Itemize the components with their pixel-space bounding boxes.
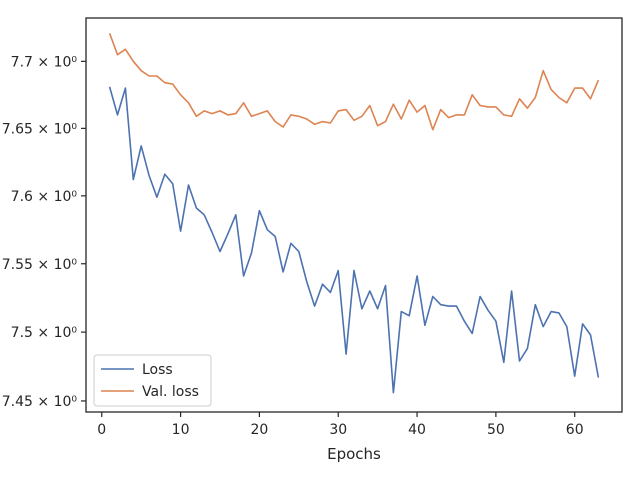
x-tick-label: 10 [172,422,190,438]
legend-box [93,354,212,407]
x-tick-label: 60 [566,422,584,438]
y-tick-label: 7.7 × 10⁰ [11,54,78,70]
x-tick-label: 0 [97,422,106,438]
legend-label-val-loss: Val. loss [142,384,199,400]
x-axis: 0 10 20 30 40 50 60 [97,412,584,438]
x-tick-label: 50 [487,422,505,438]
x-tick-label: 20 [250,422,268,438]
y-tick-label: 7.6 × 10⁰ [11,189,78,205]
plot-frame [85,17,623,413]
series-line-val-loss [108,33,600,131]
x-tick-label: 30 [329,422,347,438]
legend-label-loss: Loss [142,362,173,378]
y-tick-label: 7.45 × 10⁰ [2,394,78,410]
y-tick-label: 7.55 × 10⁰ [2,257,78,273]
y-axis: 7.45 × 10⁰ 7.5 × 10⁰ 7.55 × 10⁰ 7.6 × 10⁰ 7.… [2,54,86,410]
y-tick-label: 7.65 × 10⁰ [2,121,78,137]
legend: Loss Val. loss [93,354,212,407]
plot-series-layer [108,33,600,394]
y-tick-label: 7.5 × 10⁰ [11,325,78,341]
series-line-loss [108,86,600,394]
x-axis-label: Epochs [327,445,381,463]
x-tick-label: 40 [408,422,426,438]
